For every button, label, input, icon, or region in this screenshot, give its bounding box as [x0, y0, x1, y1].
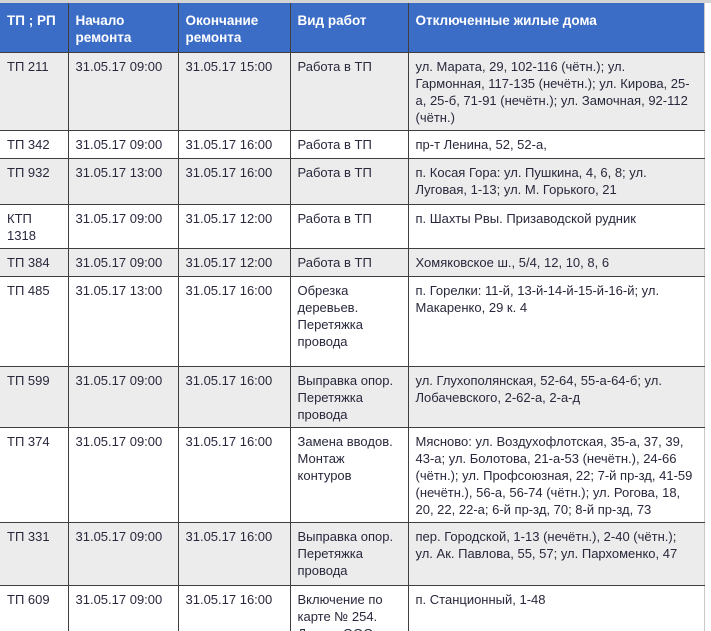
cell-houses: п. Станционный, 1-48	[407, 585, 705, 631]
cell-end: 31.05.17 16:00	[177, 522, 291, 586]
cell-end: 31.05.17 12:00	[177, 248, 291, 277]
cell-start: 31.05.17 09:00	[67, 52, 179, 131]
cell-start: 31.05.17 09:00	[67, 130, 179, 159]
cell-houses: пер. Городской, 1-13 (нечётн.), 2-40 (чё…	[407, 522, 705, 586]
cell-tp: ТП 485	[0, 276, 69, 367]
cell-tp: ТП 599	[0, 366, 69, 428]
cell-start: 31.05.17 09:00	[67, 585, 179, 631]
cell-end: 31.05.17 16:00	[177, 158, 291, 205]
cell-work: Включение по карте № 254. Допуск ООО "ТЭ…	[289, 585, 409, 631]
header-row: ТП ; РП Начало ремонта Окончание ремонта…	[0, 3, 705, 53]
cell-houses: ул. Марата, 29, 102-116 (чётн.); ул. Гар…	[407, 52, 705, 131]
cell-work: Работа в ТП	[289, 248, 409, 277]
cell-work: Работа в ТП	[289, 158, 409, 205]
table-row: ТП 485 31.05.17 13:00 31.05.17 16:00 Обрезк…	[0, 276, 705, 367]
cell-work: Работа в ТП	[289, 52, 409, 131]
col-header-start: Начало ремонта	[67, 3, 179, 53]
cell-houses: пр-т Ленина, 52, 52-а,	[407, 130, 705, 159]
cell-work: Замена вводов. Монтаж контуров	[289, 427, 409, 523]
cell-houses: Хомяковское ш., 5/4, 12, 10, 8, 6	[407, 248, 705, 277]
cell-tp: ТП 211	[0, 52, 69, 131]
cell-start: 31.05.17 09:00	[67, 204, 179, 249]
cell-start: 31.05.17 13:00	[67, 158, 179, 205]
cell-end: 31.05.17 15:00	[177, 52, 291, 131]
table-row: КТП 1318 31.05.17 09:00 31.05.17 12:00 Рабо…	[0, 204, 705, 249]
table-row: ТП 384 31.05.17 09:00 31.05.17 12:00 Работа…	[0, 248, 705, 277]
cell-start: 31.05.17 09:00	[67, 248, 179, 277]
cell-end: 31.05.17 16:00	[177, 276, 291, 367]
col-header-work: Вид работ	[289, 3, 409, 53]
cell-tp: ТП 342	[0, 130, 69, 159]
table-row: ТП 599 31.05.17 09:00 31.05.17 16:00 Выправ…	[0, 366, 705, 428]
cell-end: 31.05.17 16:00	[177, 585, 291, 631]
table-row: ТП 374 31.05.17 09:00 31.05.17 16:00 Замена…	[0, 427, 705, 523]
col-header-end: Окончание ремонта	[177, 3, 291, 53]
cell-work: Выправка опор. Перетяжка провода	[289, 366, 409, 428]
table-header: ТП ; РП Начало ремонта Окончание ремонта…	[0, 3, 705, 53]
cell-start: 31.05.17 09:00	[67, 366, 179, 428]
table-row: ТП 331 31.05.17 09:00 31.05.17 16:00 Выправ…	[0, 522, 705, 586]
cell-houses: ул. Глухополянская, 52-64, 55-а-64-б; ул…	[407, 366, 705, 428]
cell-tp: ТП 384	[0, 248, 69, 277]
col-header-houses: Отключенные жилые дома	[407, 3, 705, 53]
cell-end: 31.05.17 16:00	[177, 366, 291, 428]
cell-end: 31.05.17 16:00	[177, 130, 291, 159]
cell-tp: ТП 374	[0, 427, 69, 523]
cell-houses: Мясново: ул. Воздухофлотская, 35-а, 37, …	[407, 427, 705, 523]
outage-schedule-table: ТП ; РП Начало ремонта Окончание ремонта…	[0, 3, 705, 631]
cell-end: 31.05.17 16:00	[177, 427, 291, 523]
cell-houses: п. Косая Гора: ул. Пушкина, 4, 6, 8; ул.…	[407, 158, 705, 205]
cell-tp: ТП 331	[0, 522, 69, 586]
col-header-tp: ТП ; РП	[0, 3, 69, 53]
cell-tp: КТП 1318	[0, 204, 69, 249]
top-divider	[0, 0, 711, 3]
cell-work: Работа в ТП	[289, 204, 409, 249]
table-body: ТП 211 31.05.17 09:00 31.05.17 15:00 Работа…	[0, 52, 705, 631]
cell-work: Обрезка деревьев. Перетяжка провода	[289, 276, 409, 367]
cell-end: 31.05.17 12:00	[177, 204, 291, 249]
cell-start: 31.05.17 09:00	[67, 427, 179, 523]
table-row: ТП 932 31.05.17 13:00 31.05.17 16:00 Работа…	[0, 158, 705, 205]
cell-work: Выправка опор. Перетяжка провода	[289, 522, 409, 586]
cell-houses: п. Шахты Рвы. Призаводской рудник	[407, 204, 705, 249]
cell-tp: ТП 932	[0, 158, 69, 205]
cell-work: Работа в ТП	[289, 130, 409, 159]
cell-houses: п. Горелки: 11-й, 13-й-14-й-15-й-16-й; у…	[407, 276, 705, 367]
cell-start: 31.05.17 09:00	[67, 522, 179, 586]
table-row: ТП 342 31.05.17 09:00 31.05.17 16:00 Работа…	[0, 130, 705, 159]
cell-start: 31.05.17 13:00	[67, 276, 179, 367]
table-row: ТП 609 31.05.17 09:00 31.05.17 16:00 Включе…	[0, 585, 705, 631]
cell-tp: ТП 609	[0, 585, 69, 631]
table-row: ТП 211 31.05.17 09:00 31.05.17 15:00 Работа…	[0, 52, 705, 131]
